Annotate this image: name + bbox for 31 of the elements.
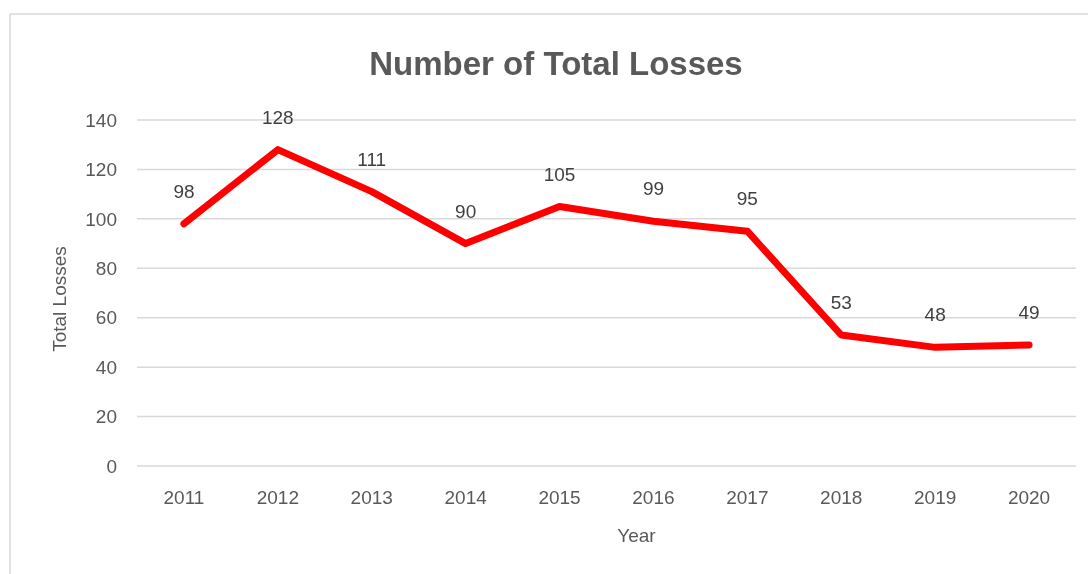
y-tick-label: 100 — [85, 208, 117, 230]
y-tick-label: 140 — [85, 109, 117, 131]
data-label: 90 — [455, 200, 477, 222]
y-axis-title: Total Losses — [49, 246, 70, 352]
y-tick-label: 20 — [95, 406, 117, 428]
x-tick-label: 2018 — [820, 487, 863, 508]
data-label: 111 — [357, 148, 387, 170]
y-tick-label: 80 — [95, 257, 117, 279]
x-tick-label: 2014 — [444, 487, 488, 508]
data-label: 128 — [262, 106, 294, 128]
x-tick-label: 2011 — [163, 487, 205, 508]
data-label: 95 — [736, 188, 758, 210]
y-tick-label: 0 — [106, 455, 117, 477]
data-label: 99 — [642, 178, 665, 200]
x-tick-label: 2016 — [632, 487, 675, 508]
data-label: 105 — [543, 163, 576, 185]
x-tick-label: 2013 — [350, 487, 393, 508]
y-tick-label: 40 — [95, 356, 117, 378]
y-tick-label: 120 — [85, 159, 117, 181]
chart-title: Number of Total Losses — [369, 45, 743, 82]
x-tick-label: 2017 — [726, 487, 769, 508]
data-label: 49 — [1018, 301, 1040, 323]
y-tick-label: 60 — [95, 307, 117, 329]
x-axis-title: Year — [617, 525, 657, 546]
data-label: 98 — [173, 180, 195, 202]
x-tick-label: 2019 — [914, 487, 957, 508]
x-tick-label: 2015 — [538, 487, 581, 508]
data-label: 53 — [830, 292, 852, 314]
x-tick-label: 2012 — [256, 487, 299, 508]
x-tick-label: 2020 — [1007, 487, 1051, 508]
data-label: 48 — [924, 304, 946, 326]
